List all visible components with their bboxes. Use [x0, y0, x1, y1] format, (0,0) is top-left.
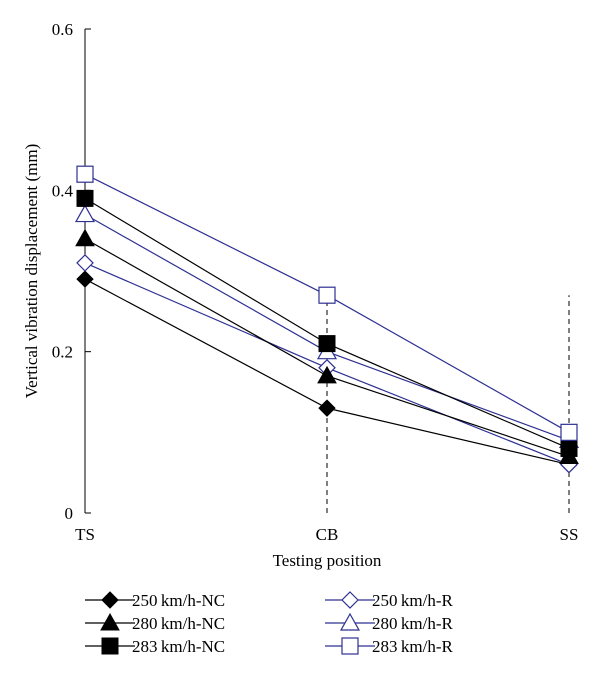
- legend-label-4: 280 km/h-R: [372, 614, 454, 633]
- legend-marker-2: [341, 591, 359, 609]
- data-point-s1-ts: [76, 270, 94, 288]
- data-point-s5-ts: [76, 189, 94, 207]
- data-point-s4-ts: [74, 204, 96, 223]
- legend-marker-5: [101, 637, 119, 655]
- data-point-s3-ts: [75, 228, 95, 247]
- data-point-s5-cb: [318, 335, 336, 353]
- data-point-s3-cb: [317, 365, 337, 384]
- y-tick-label: 0.2: [52, 343, 73, 362]
- legend-label-2: 250 km/h-R: [372, 591, 454, 610]
- legend-marker-4: [339, 612, 361, 631]
- y-axis-label: Vertical vibration displacement (mm): [22, 144, 41, 398]
- data-point-s1-cb: [318, 399, 336, 417]
- legend: 250 km/h-NC 250 km/h-R 280 km/h-NC 280 km/h…: [85, 591, 454, 656]
- data-point-s5-ss: [560, 439, 578, 457]
- legend-label-5: 283 km/h-NC: [132, 637, 225, 656]
- data-point-s6-cb: [318, 286, 336, 304]
- y-tick-label: 0.6: [52, 20, 73, 39]
- x-axis-label: Testing position: [273, 551, 382, 570]
- x-tick-label-ts: TS: [75, 525, 95, 544]
- legend-label-1: 250 km/h-NC: [132, 591, 225, 610]
- axes: 0 0.2 0.4 0.6 TS CB SS: [52, 20, 579, 544]
- y-tick-label: 0.4: [52, 181, 74, 200]
- legend-label-6: 283 km/h-R: [372, 637, 454, 656]
- data-point-s6-ts: [76, 165, 94, 183]
- legend-label-3: 280 km/h-NC: [132, 614, 225, 633]
- legend-marker-1: [101, 591, 119, 609]
- x-tick-label-cb: CB: [316, 525, 339, 544]
- data-point-s6-ss: [560, 423, 578, 441]
- reference-lines: [326, 295, 570, 513]
- legend-marker-3: [100, 612, 120, 631]
- y-tick-label: 0: [65, 504, 74, 523]
- legend-marker-6: [341, 637, 359, 655]
- x-tick-label-ss: SS: [560, 525, 579, 544]
- data-point-s2-ts: [76, 254, 94, 272]
- series-layer: [74, 165, 580, 474]
